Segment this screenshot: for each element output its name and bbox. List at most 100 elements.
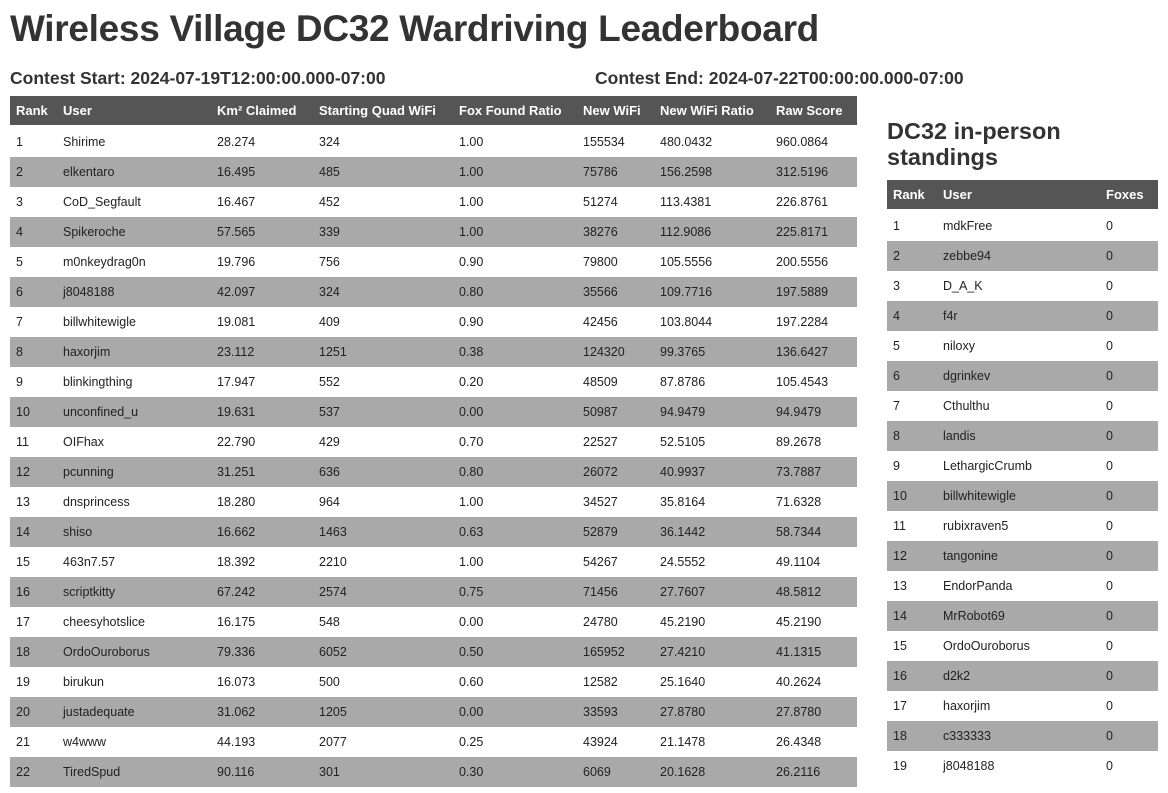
leaderboard-cell-raw-score: 26.2116 [770,757,857,787]
leaderboard-cell-new-wifi-ratio: 156.2598 [654,157,770,187]
leaderboard-cell-user: elkentaro [57,157,211,187]
leaderboard-cell-new-wifi-ratio: 40.9937 [654,457,770,487]
leaderboard-cell-user: cheesyhotslice [63,615,145,629]
leaderboard-row: 15 463n7.57 18.392 2210 1.00 54267 24.5552 49.1… [10,547,857,577]
leaderboard-cell-new-wifi: 34527 [583,495,618,509]
standings-cell-rank: 15 [893,639,907,653]
leaderboard-cell-rank: 13 [16,495,30,509]
leaderboard-cell-fox-found-ratio: 1.00 [459,555,484,569]
standings-cell-foxes: 0 [1106,339,1113,353]
standings-cell-rank: 17 [893,699,907,713]
leaderboard-cell-user: OrdoOuroborus [57,637,211,667]
leaderboard-cell-raw-score: 200.5556 [776,255,829,269]
leaderboard-cell-new-wifi: 52879 [577,517,654,547]
leaderboard-cell-raw-score: 45.2190 [776,615,822,629]
leaderboard-cell-rank: 15 [16,555,30,569]
leaderboard-cell-km-claimed: 57.565 [211,217,313,247]
leaderboard-cell-raw-score: 225.8171 [770,217,857,247]
standings-row: 11 rubixraven5 0 [887,511,1158,541]
leaderboard-cell-starting-quad-wifi: 324 [319,135,340,149]
standings-cell-foxes: 0 [1106,459,1113,473]
leaderboard-cell-rank: 17 [16,615,30,629]
leaderboard-cell-starting-quad-wifi: 485 [313,157,453,187]
leaderboard-cell-fox-found-ratio: 0.20 [459,375,484,389]
leaderboard-cell-user: billwhitewigle [63,315,136,329]
leaderboard-cell-km-claimed: 23.112 [211,337,313,367]
standings-row: 12 tangonine 0 [887,541,1158,571]
standings-row: 14 MrRobot69 0 [887,601,1158,631]
leaderboard-cell-new-wifi-ratio: 87.8786 [660,375,706,389]
contest-end: Contest End: 2024-07-22T00:00:00.000-07:… [595,68,964,88]
standings-header-row: Rank User Foxes [887,180,1158,210]
leaderboard-cell-fox-found-ratio: 0.00 [453,697,577,727]
standings-cell-foxes: 0 [1106,399,1113,413]
leaderboard-cell-new-wifi-ratio: 103.8044 [660,315,713,329]
standings-cell-rank: 6 [887,361,937,391]
leaderboard-cell-km-claimed: 90.116 [211,757,313,787]
leaderboard-row: 21 w4www 44.193 2077 0.25 43924 21.1478 26.4348 [10,727,857,757]
standings-cell-user: LethargicCrumb [943,459,1032,473]
leaderboard-cell-km-claimed: 16.467 [217,195,256,209]
leaderboard-cell-raw-score: 312.5196 [770,157,857,187]
leaderboard-cell-rank: 1 [16,135,23,149]
leaderboard-cell-km-claimed: 18.280 [217,495,256,509]
standings-cell-foxes: 0 [1106,639,1113,653]
standings-cell-user: OrdoOuroborus [943,639,1030,653]
leaderboard-row: 12 pcunning 31.251 636 0.80 26072 40.9937 73.78… [10,457,857,487]
leaderboard-row: 7 billwhitewigle 19.081 409 0.90 42456 103.804… [10,307,857,337]
leaderboard-cell-km-claimed: 16.073 [217,675,256,689]
leaderboard-cell-km-claimed: 16.662 [211,517,313,547]
standings-cell-foxes: 0 [1106,759,1113,773]
leaderboard-cell-user: Spikeroche [57,217,211,247]
leaderboard-cell-user: OIFhax [63,435,104,449]
leaderboard-cell-rank: 12 [10,457,57,487]
leaderboard-cell-raw-score: 49.1104 [776,555,821,569]
standings-cell-rank: 8 [887,421,937,451]
leaderboard-cell-starting-quad-wifi: 339 [313,217,453,247]
leaderboard-cell-raw-score: 48.5812 [770,577,857,607]
leaderboard-cell-raw-score: 226.8761 [776,195,829,209]
leaderboard-row: 2 elkentaro 16.495 485 1.00 75786 156.2598 312.… [10,157,857,187]
leaderboard-row: 19 birukun 16.073 500 0.60 12582 25.1640 40.262… [10,667,857,697]
leaderboard-row: 5 m0nkeydrag0n 19.796 756 0.90 79800 105.5556 2… [10,247,857,277]
standings-cell-user: billwhitewigle [937,481,1100,511]
leaderboard-row: 4 Spikeroche 57.565 339 1.00 38276 112.9086 225… [10,217,857,247]
leaderboard-cell-new-wifi: 24780 [583,615,618,629]
standings-cell-user: rubixraven5 [943,519,1009,533]
leaderboard-cell-fox-found-ratio: 0.90 [459,315,484,329]
leaderboard-cell-new-wifi-ratio: 25.1640 [660,675,706,689]
leaderboard-cell-fox-found-ratio: 0.25 [459,735,484,749]
leaderboard-cell-starting-quad-wifi: 552 [319,375,340,389]
leaderboard-cell-rank: 6 [10,277,57,307]
leaderboard-cell-rank: 4 [10,217,57,247]
leaderboard-cell-rank: 14 [10,517,57,547]
standings-cell-user: haxorjim [943,699,991,713]
leaderboard-cell-new-wifi: 51274 [583,195,618,209]
leaderboard-cell-new-wifi: 22527 [583,435,618,449]
leaderboard-body: 1 Shirime 28.274 324 1.00 155534 480.0432 960.0… [10,126,857,787]
standings-row: 16 d2k2 0 [887,661,1158,691]
leaderboard-cell-user: m0nkeydrag0n [63,255,146,269]
standings-cell-foxes: 0 [1100,601,1158,631]
leaderboard-table: Rank User Km² Claimed Starting Quad WiFi Fox… [10,96,857,787]
leaderboard-cell-new-wifi-ratio: 27.8780 [654,697,770,727]
leaderboard-cell-starting-quad-wifi: 964 [319,495,340,509]
leaderboard-cell-rank: 16 [10,577,57,607]
standings-cell-foxes: 0 [1100,301,1158,331]
standings-cell-user: mdkFree [943,219,993,233]
leaderboard-cell-fox-found-ratio: 0.00 [453,397,577,427]
standings-heading: DC32 in-person standings [887,118,1061,170]
leaderboard-cell-fox-found-ratio: 0.38 [453,337,577,367]
leaderboard-cell-starting-quad-wifi: 1463 [313,517,453,547]
leaderboard-cell-rank: 19 [16,675,30,689]
leaderboard-cell-starting-quad-wifi: 2077 [319,735,347,749]
leaderboard-cell-km-claimed: 67.242 [211,577,313,607]
leaderboard-cell-new-wifi-ratio: 20.1628 [654,757,770,787]
leaderboard-cell-km-claimed: 18.392 [217,555,256,569]
leaderboard-cell-starting-quad-wifi: 537 [313,397,453,427]
standings-body: 1 mdkFree 0 2 zebbe94 0 3 D_A_K 0 4 f4r 0 5 niloxy 0 6 d… [887,210,1158,781]
standings-row: 19 j8048188 0 [887,751,1158,781]
leaderboard-cell-fox-found-ratio: 1.00 [459,495,484,509]
leaderboard-cell-km-claimed: 44.193 [217,735,256,749]
leaderboard-cell-new-wifi: 43924 [583,735,618,749]
